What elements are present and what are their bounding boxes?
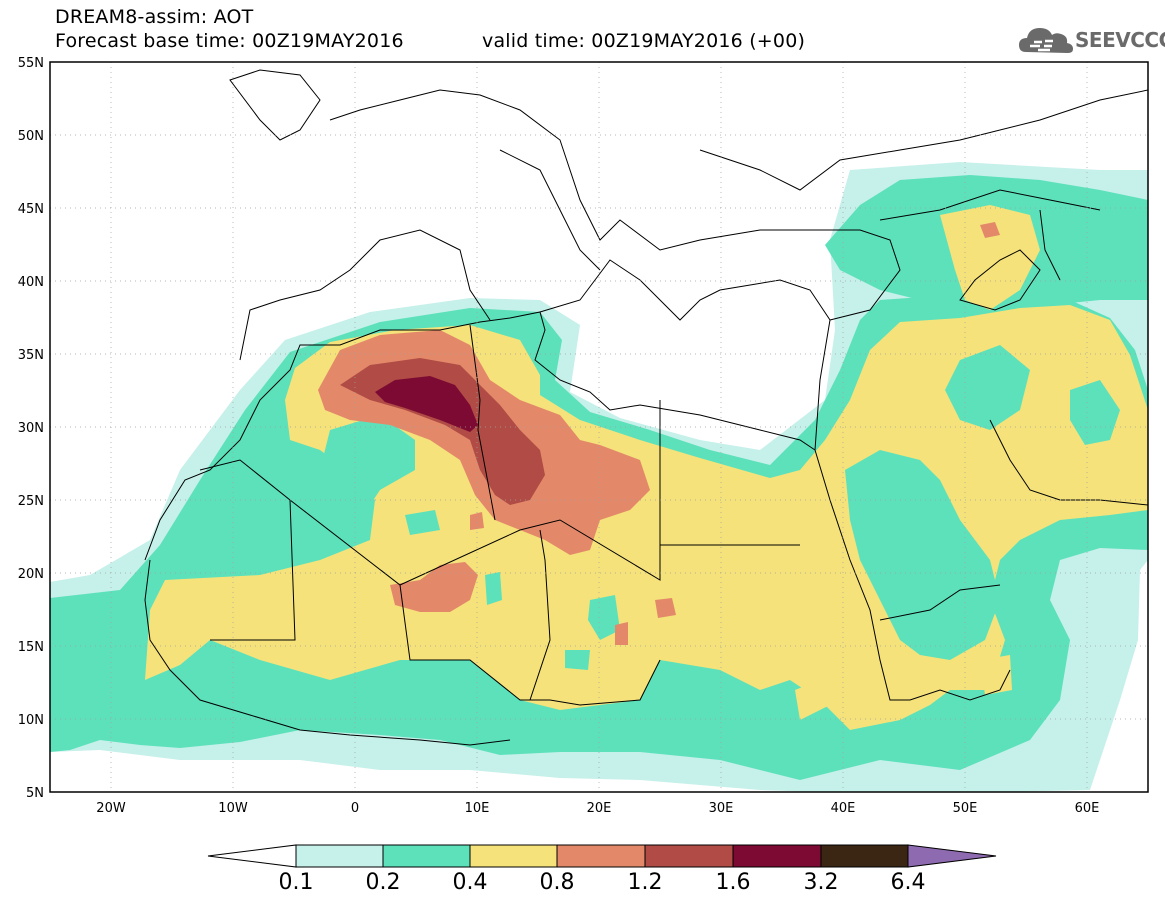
lon-label: 10E [465, 801, 490, 816]
lat-label: 45N [18, 202, 44, 217]
lon-axis: 20W 10W 0 10E 20E 30E 40E 50E 60E [96, 801, 1099, 816]
valid-time: valid time: 00Z19MAY2016 (+00) [482, 30, 806, 52]
colorbar-label: 6.4 [890, 870, 926, 895]
product-title: DREAM8-assim: AOT [55, 6, 254, 28]
lat-label: 10N [18, 713, 44, 728]
colorbar [207, 844, 997, 868]
colorbar-swatch [644, 844, 734, 868]
colorbar-swatch [382, 844, 471, 868]
lat-label: 55N [18, 56, 44, 71]
lon-label: 20E [587, 801, 612, 816]
lat-label: 30N [18, 421, 44, 436]
colorbar-label: 1.6 [715, 870, 751, 895]
colorbar-label: 0.2 [365, 870, 401, 895]
colorbar-under-arrow [207, 844, 297, 868]
colorbar-label: 3.2 [803, 870, 839, 895]
colorbar-label: 0.1 [278, 870, 314, 895]
colorbar-swatch [732, 844, 822, 868]
lat-axis: 55N 50N 45N 40N 35N 30N 25N 20N 15N 10N … [18, 56, 44, 801]
colorbar-label: 0.4 [452, 870, 488, 895]
seevccc-logo: SEEVCCC [1018, 22, 1165, 58]
lat-label: 50N [18, 129, 44, 144]
colorbar-swatch [295, 844, 384, 868]
gridlines [50, 62, 1148, 792]
lat-label: 25N [18, 494, 44, 509]
coastlines [144, 69, 1148, 746]
colorbar-over-arrow [907, 844, 997, 868]
logo-text: SEEVCCC [1075, 28, 1165, 52]
lon-label: 50E [953, 801, 978, 816]
lat-label: 5N [26, 786, 44, 801]
cloud-icon [1019, 28, 1073, 53]
aot-level-0.2-inner [320, 345, 1120, 670]
forecast-time-line: Forecast base time: 00Z19MAY2016 valid ti… [55, 30, 805, 52]
colorbar-label: 1.2 [627, 870, 663, 895]
lon-label: 40E [831, 801, 856, 816]
lon-label: 0 [351, 801, 359, 816]
colorbar-label: 0.8 [539, 870, 575, 895]
colorbar-swatch [469, 844, 558, 868]
colorbar-swatch [820, 844, 909, 868]
base-time: Forecast base time: 00Z19MAY2016 [55, 30, 404, 52]
colorbar-swatch [556, 844, 646, 868]
lat-label: 40N [18, 275, 44, 290]
lon-label: 30E [709, 801, 734, 816]
lon-label: 60E [1075, 801, 1100, 816]
lat-label: 15N [18, 640, 44, 655]
lat-label: 20N [18, 567, 44, 582]
aot-level-1.6 [375, 376, 478, 432]
lon-label: 10W [218, 801, 248, 816]
lon-label: 20W [96, 801, 126, 816]
lat-label: 35N [18, 348, 44, 363]
map-frame [49, 61, 1149, 793]
